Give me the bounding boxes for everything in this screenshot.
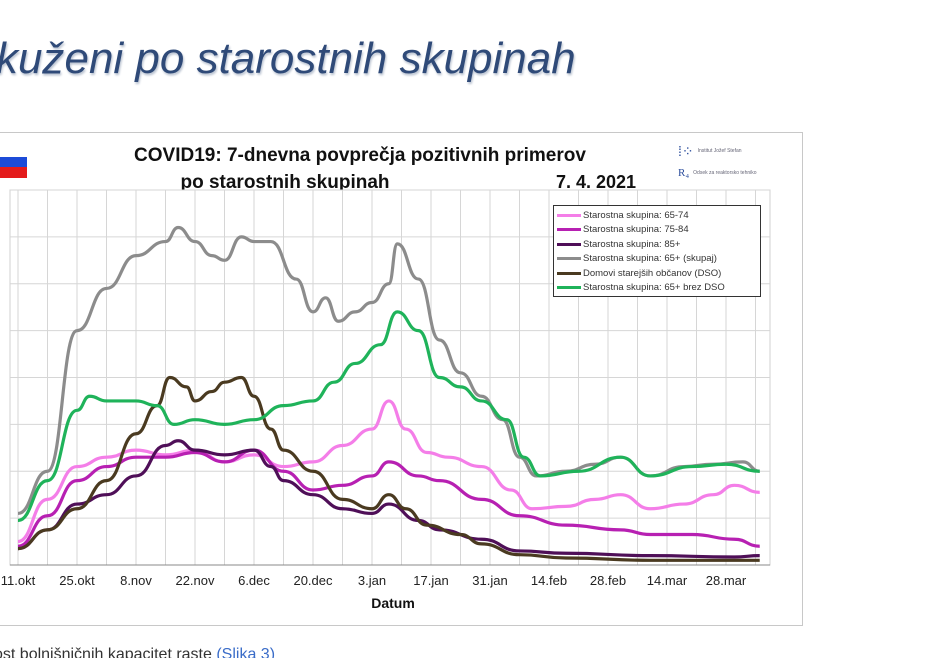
legend-label: Starostna skupina: 65+ brez DSO <box>583 282 725 294</box>
legend-item: Starostna skupina: 65-74 <box>557 208 757 223</box>
chart-date: 7. 4. 2021 <box>556 172 637 192</box>
x-tick-label: 20.dec <box>293 573 333 588</box>
flag-stripe-white <box>0 146 27 157</box>
footer-body: ost bolnišničnih kapacitet raste <box>0 646 217 658</box>
legend-label: Starostna skupina: 65+ (skupaj) <box>583 253 717 265</box>
legend-swatch <box>557 228 581 232</box>
footer-text: ost bolnišničnih kapacitet raste (Slika … <box>0 646 275 658</box>
logo-line2: Odsek za reaktorsko tehniko <box>693 170 757 176</box>
chart-title-line1: COVID19: 7-dnevna povprečja pozitivnih p… <box>134 145 586 166</box>
series-line-starostna-skupina-75-84 <box>17 448 760 548</box>
flag-icon <box>0 146 27 178</box>
chart-title-line2: po starostnih skupinah <box>180 172 390 193</box>
chart-title: COVID19: 7-dnevna povprečja pozitivnih p… <box>40 142 680 196</box>
x-tick-label: 28.feb <box>589 573 627 588</box>
x-tick-label: 22.nov <box>175 573 215 588</box>
legend-item: Domovi starejših občanov (DSO) <box>557 266 757 281</box>
r4-logo-icon: R₄ <box>678 167 690 179</box>
x-tick-label: 8.nov <box>120 573 152 588</box>
chart-frame <box>0 132 803 626</box>
x-tick-label: 14.mar <box>646 573 688 588</box>
legend-item: Starostna skupina: 75-84 <box>557 223 757 238</box>
flag-stripe-red <box>0 167 27 178</box>
x-tick-label: 25.okt <box>59 573 95 588</box>
slide-title: kuženi po starostnih skupinah <box>0 34 576 83</box>
figure-link[interactable]: (Slika 3) <box>216 646 276 658</box>
legend-swatch <box>557 257 581 261</box>
x-tick-label: 14.feb <box>530 573 568 588</box>
legend-swatch <box>557 213 581 217</box>
x-axis-title: Datum <box>371 595 415 611</box>
x-tick-label: 31.jan <box>472 573 508 588</box>
x-tick-label: 6.dec <box>238 573 270 588</box>
chart-legend: Starostna skupina: 65-74 Starostna skupin… <box>553 205 761 297</box>
legend-label: Starostna skupina: 65-74 <box>583 209 689 221</box>
legend-label: Domovi starejših občanov (DSO) <box>583 267 722 279</box>
legend-label: Starostna skupina: 75-84 <box>583 224 689 236</box>
legend-item: Starostna skupina: 65+ brez DSO <box>557 281 757 296</box>
series-line-starostna-skupina-65-74 <box>17 399 760 544</box>
legend-swatch <box>557 242 581 246</box>
flag-stripe-blue <box>0 156 27 168</box>
x-tick-label: 11.okt <box>0 573 36 588</box>
ijs-logo-icon: ⁞⁘ <box>678 142 694 159</box>
institute-logo: ⁞⁘ Institut Jožef Stefan R₄ Odsek za reakt… <box>678 140 757 184</box>
legend-item: Starostna skupina: 65+ (skupaj) <box>557 252 757 267</box>
x-tick-label: 3.jan <box>357 573 387 588</box>
x-tick-label: 17.jan <box>413 573 449 588</box>
legend-item: Starostna skupina: 85+ <box>557 237 757 252</box>
x-tick-label: 28.mar <box>705 573 747 588</box>
legend-label: Starostna skupina: 85+ <box>583 238 681 250</box>
logo-line1: Institut Jožef Stefan <box>697 148 742 154</box>
legend-swatch <box>557 286 581 290</box>
legend-swatch <box>557 271 581 275</box>
